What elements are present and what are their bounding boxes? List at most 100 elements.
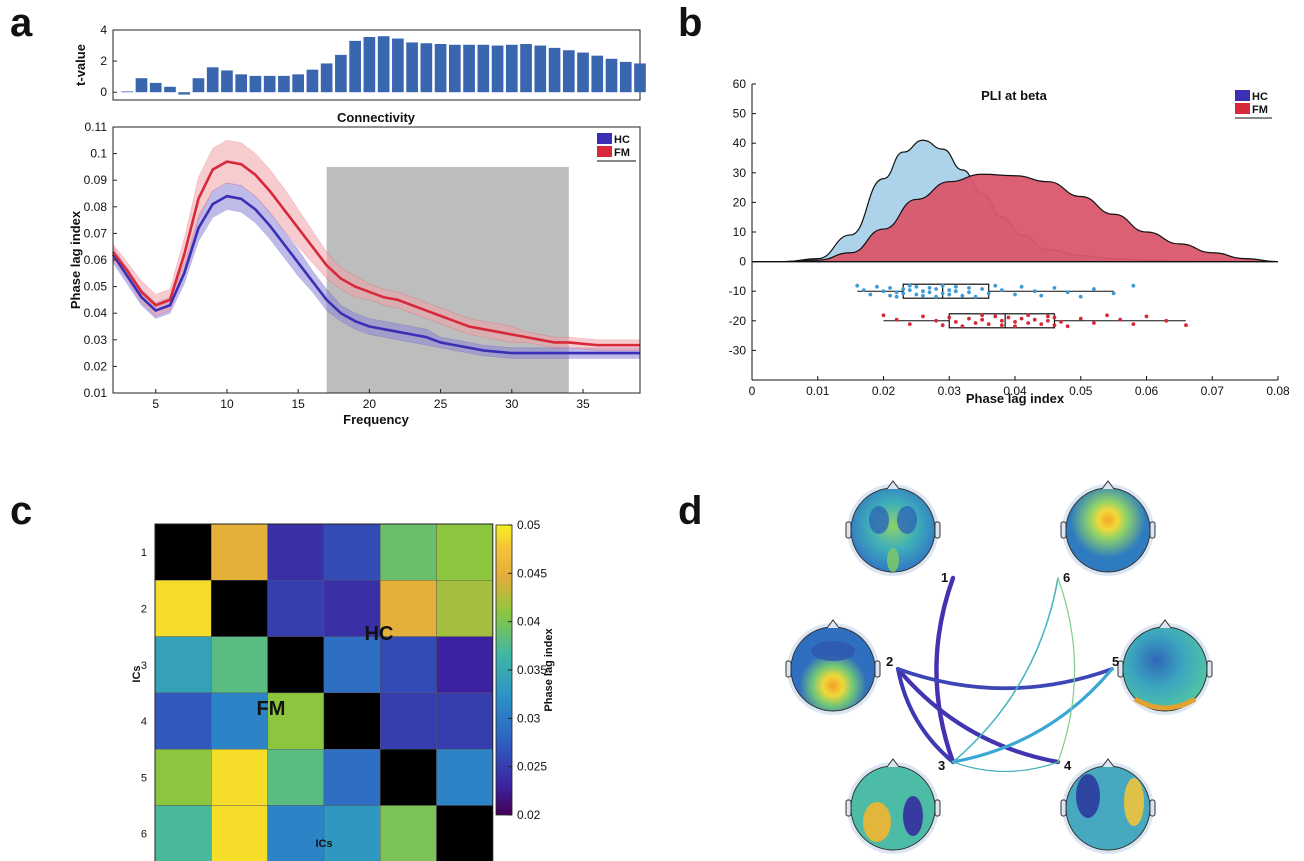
shaded-frequency-band: [326, 166, 569, 393]
legend-label-hc: HC: [614, 134, 630, 146]
colorbar-tick-label: 0.025: [517, 760, 547, 774]
data-point-fm: [947, 315, 952, 320]
colorbar-tick-label: 0.045: [517, 566, 547, 580]
y-tick-label: 30: [733, 166, 747, 180]
bar: [363, 37, 376, 93]
y-tick-label: 0.11: [85, 120, 108, 134]
bar: [392, 38, 404, 93]
panel-letter-b: b: [678, 1, 702, 45]
heatmap-cell: [436, 580, 493, 637]
y-axis-label: ICs: [131, 665, 143, 682]
data-point-hc: [907, 283, 912, 288]
y-tick-label: 0.07: [84, 226, 108, 240]
ic-connectivity-diagram: 1 2 3 4 5 6: [785, 480, 1213, 854]
data-point-fm: [934, 318, 938, 323]
topomap-ic3: [845, 758, 941, 854]
data-point-hc: [940, 291, 945, 296]
series-line-hc: [111, 194, 640, 355]
data-point-fm: [1131, 322, 1136, 326]
panel-letter-d: d: [678, 489, 702, 533]
legend-swatch-hc: [597, 133, 612, 144]
box-fm: [948, 313, 1056, 329]
data-point-hc: [993, 283, 998, 288]
node-label-2: 2: [886, 654, 893, 669]
data-point-hc: [1032, 289, 1037, 294]
data-point-fm: [1006, 315, 1011, 320]
data-point-fm: [953, 320, 958, 324]
y-tick-label: 0: [100, 85, 107, 99]
heatmap-cell: [436, 692, 493, 750]
edge-3-6: [952, 577, 1059, 763]
bar: [192, 78, 205, 93]
chart-title: PLI at beta: [981, 88, 1048, 103]
heatmap-cell: [323, 580, 381, 637]
x-tick-label: 0.06: [1135, 384, 1159, 398]
heatmap-cell: [154, 692, 212, 750]
y-tick-label: 0.1: [90, 147, 107, 161]
bar: [249, 75, 262, 93]
y-tick-label: 0.06: [84, 253, 108, 267]
bar: [349, 40, 361, 93]
data-point-hc: [967, 286, 971, 290]
y-tick-label: 3: [141, 660, 147, 672]
bar: [534, 45, 547, 93]
data-point-fm: [1059, 320, 1063, 324]
y-tick-label: 0.04: [84, 306, 108, 320]
bar: [420, 43, 433, 93]
heatmap-cell: [323, 523, 381, 581]
colorbar-tick-label: 0.02: [517, 808, 541, 822]
data-point-fm: [1065, 324, 1070, 329]
heatmap-cell: [154, 580, 212, 637]
colorbar-tick-label: 0.05: [517, 518, 541, 532]
heatmap-cell: [380, 749, 437, 806]
data-point-hc: [894, 290, 899, 295]
y-tick-label: -10: [729, 284, 747, 298]
data-point-hc: [967, 290, 971, 295]
colorbar-tick-label: 0.04: [517, 615, 541, 629]
colorbar-tick-label: 0.035: [517, 663, 547, 677]
heatmap-cell: [211, 636, 268, 694]
node-label-3: 3: [938, 758, 945, 773]
data-point-hc: [960, 293, 965, 298]
bar: [221, 70, 233, 93]
y-axis-label: Phase lag index: [68, 210, 83, 309]
x-tick-label: 10: [220, 397, 234, 411]
bar: [320, 63, 333, 93]
y-tick-label: 0.05: [84, 280, 108, 294]
bar: [591, 55, 604, 93]
x-tick-label: 5: [152, 397, 159, 411]
heatmap-cell: [267, 749, 325, 806]
data-point-fm: [993, 314, 998, 319]
x-tick-label: 0.03: [938, 384, 962, 398]
bar: [505, 44, 518, 93]
heatmap-cell: [154, 805, 212, 861]
bar: [491, 45, 504, 93]
x-tick-label: 0.01: [806, 384, 830, 398]
panel-letter-c: c: [10, 489, 32, 533]
bar: [149, 82, 162, 93]
data-point-fm: [1118, 317, 1123, 322]
topomap-ic4: [1060, 758, 1156, 854]
data-point-fm: [1184, 323, 1188, 328]
edge-3-4: [952, 761, 1059, 772]
bar: [206, 67, 219, 93]
y-tick-label: -30: [729, 343, 747, 357]
colorbar-label: Phase lag index: [543, 628, 555, 712]
data-point-hc: [953, 289, 958, 294]
data-point-fm: [1026, 313, 1031, 318]
data-point-fm: [980, 317, 985, 322]
legend-label-fm: FM: [1252, 104, 1268, 116]
data-point-fm: [1045, 318, 1050, 323]
heatmap-cell: [211, 749, 268, 806]
bar: [278, 75, 290, 93]
x-tick-label: 0: [749, 384, 756, 398]
hc-overlay-label: HC: [365, 623, 394, 645]
data-point-hc: [861, 288, 866, 292]
topomap-ic6: [1060, 480, 1156, 576]
data-point-hc: [914, 284, 919, 289]
y-tick-label: 2: [141, 603, 147, 615]
data-point-hc: [855, 283, 860, 288]
x-tick-label: 35: [576, 397, 590, 411]
data-point-fm: [907, 322, 912, 326]
bar: [619, 61, 632, 93]
